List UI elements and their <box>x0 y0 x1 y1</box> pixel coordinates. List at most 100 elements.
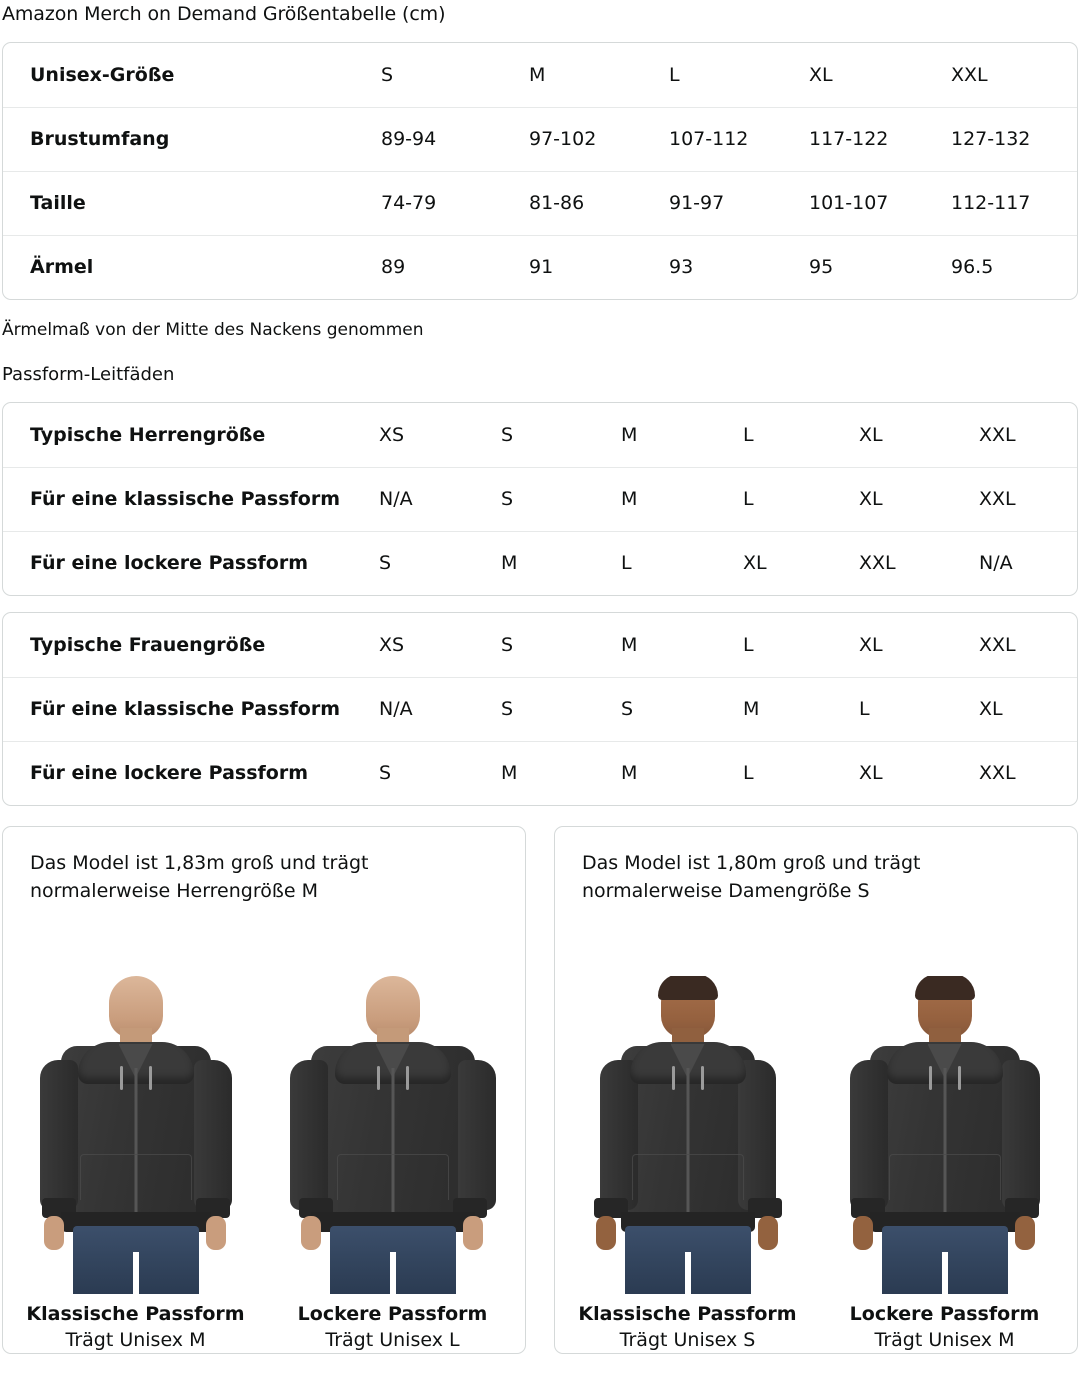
row-label-womens-relaxed-fit: Für eine lockere Passform <box>3 740 379 805</box>
cell-sleeve-m: 91 <box>529 234 669 299</box>
page-title: Amazon Merch on Demand Größentabelle (cm… <box>2 3 446 25</box>
unisex-size-col-m: M <box>529 63 546 86</box>
table-row: Für eine lockere Passform S M M L XL XXL <box>3 740 1077 805</box>
cell-womens-relaxed-m: M <box>621 740 743 805</box>
womens-fit-col-s: S <box>501 633 514 656</box>
model-jeans-icon <box>72 1226 199 1294</box>
row-label-sleeve: Ärmel <box>3 234 381 299</box>
mens-fit-header-label: Typische Herrengröße <box>30 423 266 446</box>
cell-mens-relaxed-xl: XXL <box>859 530 979 595</box>
table-row: Für eine klassische Passform N/A S M L X… <box>3 466 1077 531</box>
hoodie-drawstring-right-icon <box>700 1066 704 1090</box>
model-hand-left-icon <box>300 1216 321 1250</box>
model-hand-right-icon <box>757 1216 778 1250</box>
unisex-size-col-s: S <box>381 63 394 86</box>
cell-womens-relaxed-s: M <box>501 740 621 805</box>
unisex-size-table: Unisex-Größe S M L XL XXL Brustumfang 89… <box>3 43 1077 299</box>
cell-mens-relaxed-l: XL <box>743 530 859 595</box>
unisex-size-col-l: L <box>669 63 680 86</box>
model-hand-left-icon <box>595 1216 616 1250</box>
hoodie-sleeve-left-icon <box>39 1060 78 1210</box>
model-hand-right-icon <box>1014 1216 1035 1250</box>
hoodie-sleeve-left-icon <box>599 1060 638 1210</box>
unisex-size-col-xxl: XXL <box>951 63 988 86</box>
hoodie-drawstring-left-icon <box>376 1066 380 1090</box>
cell-womens-relaxed-xs: S <box>379 740 501 805</box>
cell-mens-classic-m: M <box>621 466 743 531</box>
cell-waist-xl: 101-107 <box>809 170 951 235</box>
model-card-womens-description: Das Model ist 1,80m groß und trägt norma… <box>582 852 921 902</box>
caption-fit-mens-classic: Klassische Passform <box>26 1303 245 1325</box>
cell-womens-relaxed-l: L <box>743 740 859 805</box>
hoodie-zipper-icon <box>134 1068 137 1230</box>
cell-mens-classic-xl: XL <box>859 466 979 531</box>
mens-fit-col-xs: XS <box>379 423 405 446</box>
hoodie-zipper-icon <box>943 1068 946 1230</box>
model-cards-row: Das Model ist 1,83m groß und trägt norma… <box>2 826 1078 1354</box>
hoodie-sleeve-left-icon <box>849 1060 888 1210</box>
row-label-chest: Brustumfang <box>3 106 381 171</box>
mens-fit-col-l: L <box>743 423 754 446</box>
cell-womens-relaxed-xl: XL <box>859 740 979 805</box>
model-mens-relaxed: Lockere Passform Trägt Unisex L <box>264 976 521 1353</box>
cell-chest-xxl: 127-132 <box>951 106 1077 171</box>
model-photo-womens-relaxed <box>816 976 1073 1294</box>
hoodie-cuff-left-icon <box>593 1198 628 1218</box>
model-jeans-icon <box>624 1226 751 1294</box>
row-label-mens-classic-fit: Für eine klassische Passform <box>3 466 379 531</box>
cell-womens-classic-m: S <box>621 676 743 741</box>
womens-fit-table: Typische Frauengröße XS S M L XL XXL Für… <box>3 613 1077 805</box>
model-card-mens: Das Model ist 1,83m groß und trägt norma… <box>2 826 526 1354</box>
hoodie-sleeve-right-icon <box>1001 1060 1040 1210</box>
hoodie-sleeve-left-icon <box>289 1060 328 1210</box>
hoodie-pocket-icon <box>631 1154 744 1200</box>
caption-wears-womens-classic: Trägt Unisex S <box>619 1329 756 1351</box>
cell-womens-classic-l: M <box>743 676 859 741</box>
hoodie-drawstring-left-icon <box>928 1066 932 1090</box>
row-label-womens-classic-fit: Für eine klassische Passform <box>3 676 379 741</box>
table-row-header: Unisex-Größe S M L XL XXL <box>3 43 1077 107</box>
mens-fit-col-xxl: XXL <box>979 423 1016 446</box>
cell-womens-relaxed-xxl: XXL <box>979 740 1077 805</box>
hoodie-pocket-icon <box>79 1154 192 1200</box>
womens-fit-table-card: Typische Frauengröße XS S M L XL XXL Für… <box>2 612 1078 806</box>
mens-fit-col-s: S <box>501 423 514 446</box>
model-hand-left-icon <box>852 1216 873 1250</box>
table-row-header: Typische Frauengröße XS S M L XL XXL <box>3 613 1077 677</box>
model-photo-mens-relaxed <box>264 976 521 1294</box>
hoodie-sleeve-right-icon <box>457 1060 496 1210</box>
hoodie-drawstring-right-icon <box>148 1066 152 1090</box>
table-row-header: Typische Herrengröße XS S M L XL XXL <box>3 403 1077 467</box>
model-jeans-icon <box>881 1226 1008 1294</box>
caption-fit-womens-classic: Klassische Passform <box>578 1303 797 1325</box>
cell-sleeve-l: 93 <box>669 234 809 299</box>
table-row: Ärmel 89 91 93 95 96.5 <box>3 234 1077 299</box>
unisex-size-col-xl: XL <box>809 63 833 86</box>
mens-fit-table: Typische Herrengröße XS S M L XL XXL Für… <box>3 403 1077 595</box>
womens-fit-col-xl: XL <box>859 633 883 656</box>
hoodie-drawstring-right-icon <box>957 1066 961 1090</box>
model-head-icon <box>108 976 163 1038</box>
cell-waist-xxl: 112-117 <box>951 170 1077 235</box>
hoodie-pocket-icon <box>888 1154 1001 1200</box>
hoodie-sleeve-right-icon <box>737 1060 776 1210</box>
mens-fit-table-card: Typische Herrengröße XS S M L XL XXL Für… <box>2 402 1078 596</box>
table-row: Für eine klassische Passform N/A S S M L… <box>3 676 1077 741</box>
cell-mens-relaxed-xs: S <box>379 530 501 595</box>
model-photo-womens-classic <box>559 976 816 1294</box>
womens-fit-col-l: L <box>743 633 754 656</box>
hoodie-drawstring-right-icon <box>405 1066 409 1090</box>
unisex-size-table-card: Unisex-Größe S M L XL XXL Brustumfang 89… <box>2 42 1078 300</box>
hoodie-drawstring-left-icon <box>119 1066 123 1090</box>
cell-mens-relaxed-m: L <box>621 530 743 595</box>
womens-fit-col-m: M <box>621 633 638 656</box>
cell-chest-l: 107-112 <box>669 106 809 171</box>
caption-fit-womens-relaxed: Lockere Passform <box>849 1303 1040 1325</box>
caption-wears-mens-classic: Trägt Unisex M <box>65 1329 206 1351</box>
table-row: Für eine lockere Passform S M L XL XXL N… <box>3 530 1077 595</box>
hoodie-cuff-right-icon <box>747 1198 782 1218</box>
model-hair-icon <box>914 976 975 1000</box>
womens-fit-header-label: Typische Frauengröße <box>30 633 266 656</box>
cell-womens-classic-xl: L <box>859 676 979 741</box>
hoodie-zipper-icon <box>391 1068 394 1230</box>
